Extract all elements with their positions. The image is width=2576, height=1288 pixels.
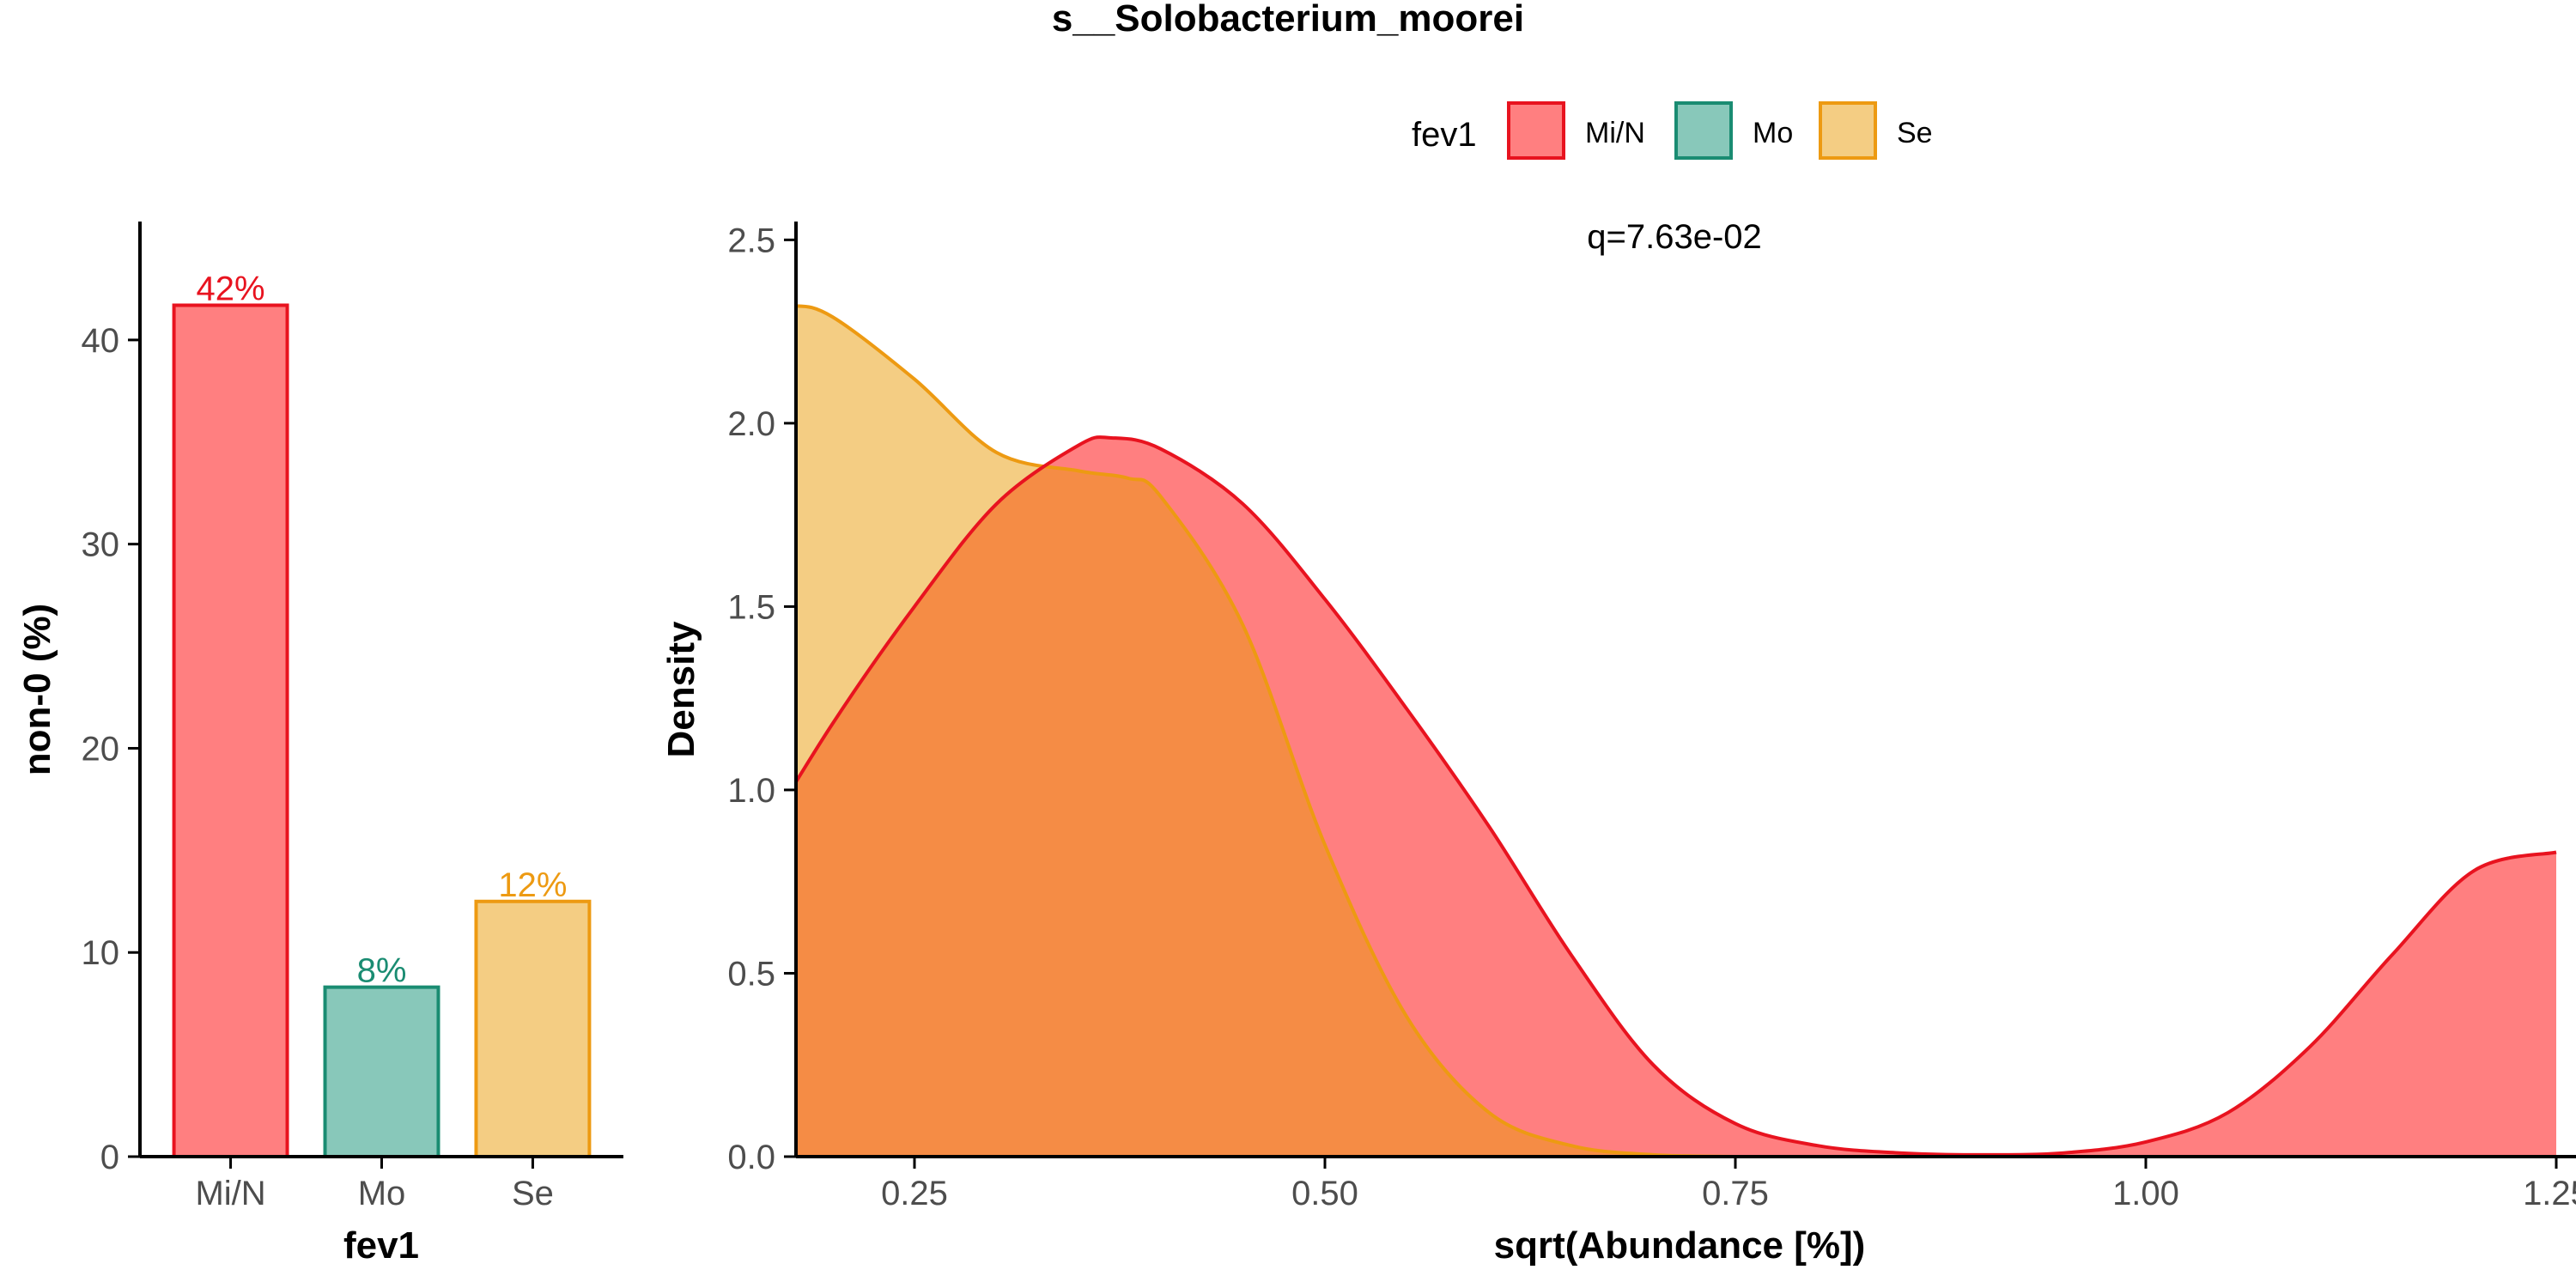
bar-data-label: 42% bbox=[197, 270, 265, 307]
x-tick-label: Se bbox=[512, 1175, 554, 1212]
bar-se bbox=[474, 899, 592, 1158]
bar-data-label: 8% bbox=[357, 952, 407, 990]
bar-y-axis-title: non-0 (%) bbox=[16, 604, 58, 775]
bar-mo bbox=[323, 985, 440, 1158]
bar-data-label: 12% bbox=[498, 866, 567, 904]
y-tick-label: 1.0 bbox=[727, 772, 775, 810]
legend-title: fev1 bbox=[1412, 116, 1477, 154]
bar-mi-n bbox=[172, 303, 289, 1159]
y-tick-label: 1.5 bbox=[727, 588, 775, 626]
q-value-annotation: q=7.63e-02 bbox=[1587, 218, 1762, 256]
x-tick-label: Mo bbox=[358, 1175, 406, 1212]
y-tick-label: 2.5 bbox=[727, 222, 775, 259]
density-line-mi-n bbox=[796, 435, 2557, 1157]
x-tick-label: 0.75 bbox=[1702, 1175, 1769, 1212]
x-tick-label: 1.00 bbox=[2112, 1175, 2179, 1212]
legend-label: Mo bbox=[1753, 117, 1793, 149]
bar-y-ticks: 0 10 20 30 40 bbox=[82, 322, 140, 1176]
density-y-ticks: 0.0 0.5 1.0 1.5 2.0 2.5 bbox=[727, 222, 796, 1176]
density-overlap-area bbox=[796, 437, 1736, 1157]
y-tick-label: 2.0 bbox=[727, 405, 775, 443]
density-marks bbox=[796, 304, 2557, 1157]
density-x-ticks: 0.25 0.50 0.75 1.00 1.25 bbox=[881, 1157, 2576, 1212]
y-tick-label: 0 bbox=[100, 1139, 119, 1176]
density-x-axis-title: sqrt(Abundance [%]) bbox=[1494, 1224, 1866, 1267]
density-line-se bbox=[796, 304, 1736, 1157]
legend-swatch bbox=[1819, 101, 1877, 160]
legend: fev1 Mi/N Mo Se bbox=[1412, 101, 1933, 160]
density-y-axis-title: Density bbox=[660, 621, 702, 757]
y-tick-label: 0.5 bbox=[727, 955, 775, 993]
y-tick-label: 0.0 bbox=[727, 1139, 775, 1176]
chart-title: s__Solobacterium_moorei bbox=[1052, 0, 1524, 39]
y-tick-label: 20 bbox=[82, 730, 120, 768]
bar-marks: 42% 8% 12% bbox=[172, 270, 592, 1159]
y-tick-label: 30 bbox=[82, 526, 120, 564]
legend-item-1: Mo bbox=[1674, 101, 1793, 160]
legend-label: Se bbox=[1897, 117, 1933, 149]
y-tick-label: 40 bbox=[82, 322, 120, 360]
legend-label: Mi/N bbox=[1585, 117, 1645, 149]
legend-swatch bbox=[1507, 101, 1565, 160]
bar-chart: 42% 8% 12% 0 10 20 30 40 Mi/N Mo Se fev1 non-0 (… bbox=[16, 222, 623, 1267]
legend-swatch bbox=[1674, 101, 1733, 160]
x-tick-label: 0.25 bbox=[881, 1175, 948, 1212]
legend-item-2: Se bbox=[1819, 101, 1933, 160]
x-tick-label: Mi/N bbox=[195, 1175, 265, 1212]
bar-x-ticks: Mi/N Mo Se bbox=[195, 1157, 554, 1212]
legend-item-0: Mi/N bbox=[1507, 101, 1645, 160]
y-tick-label: 10 bbox=[82, 934, 120, 972]
x-tick-label: 1.25 bbox=[2523, 1175, 2576, 1212]
x-tick-label: 0.50 bbox=[1291, 1175, 1358, 1212]
density-chart: 0.00.51.01.52.02.5 0.250.500.751.001.25 … bbox=[660, 218, 2576, 1267]
bar-x-axis-title: fev1 bbox=[343, 1224, 419, 1267]
